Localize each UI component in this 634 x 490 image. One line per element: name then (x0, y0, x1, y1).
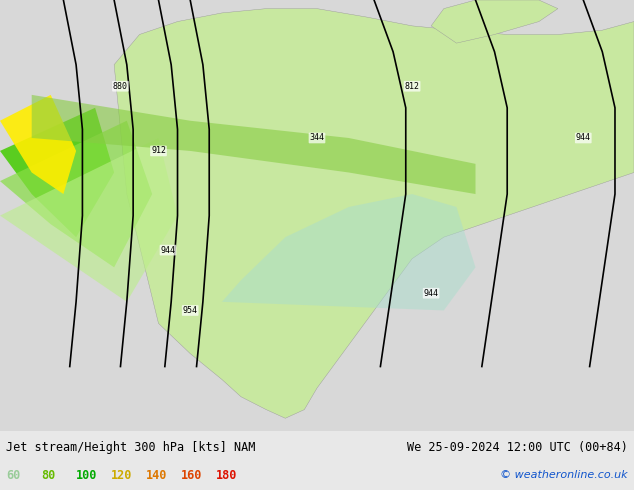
Text: 100: 100 (76, 469, 98, 482)
Text: 344: 344 (309, 133, 325, 143)
Text: 880: 880 (113, 82, 128, 91)
Text: 944: 944 (160, 245, 176, 255)
Text: 140: 140 (146, 469, 167, 482)
Polygon shape (222, 194, 476, 311)
Polygon shape (114, 9, 634, 418)
Polygon shape (32, 95, 475, 194)
Text: 80: 80 (41, 469, 55, 482)
Text: 180: 180 (216, 469, 237, 482)
Text: © weatheronline.co.uk: © weatheronline.co.uk (500, 470, 628, 480)
Polygon shape (0, 108, 114, 237)
Text: 954: 954 (183, 306, 198, 315)
Polygon shape (431, 0, 558, 43)
Text: Jet stream/Height 300 hPa [kts] NAM: Jet stream/Height 300 hPa [kts] NAM (6, 441, 256, 454)
Text: 812: 812 (404, 82, 420, 91)
Text: We 25-09-2024 12:00 UTC (00+84): We 25-09-2024 12:00 UTC (00+84) (407, 441, 628, 454)
Text: 120: 120 (111, 469, 133, 482)
Polygon shape (0, 121, 152, 268)
Text: 160: 160 (181, 469, 202, 482)
Polygon shape (0, 138, 178, 302)
Text: 944: 944 (576, 133, 591, 143)
Polygon shape (0, 95, 76, 194)
Text: 912: 912 (151, 147, 166, 155)
Text: 944: 944 (424, 289, 439, 298)
Text: 60: 60 (6, 469, 20, 482)
